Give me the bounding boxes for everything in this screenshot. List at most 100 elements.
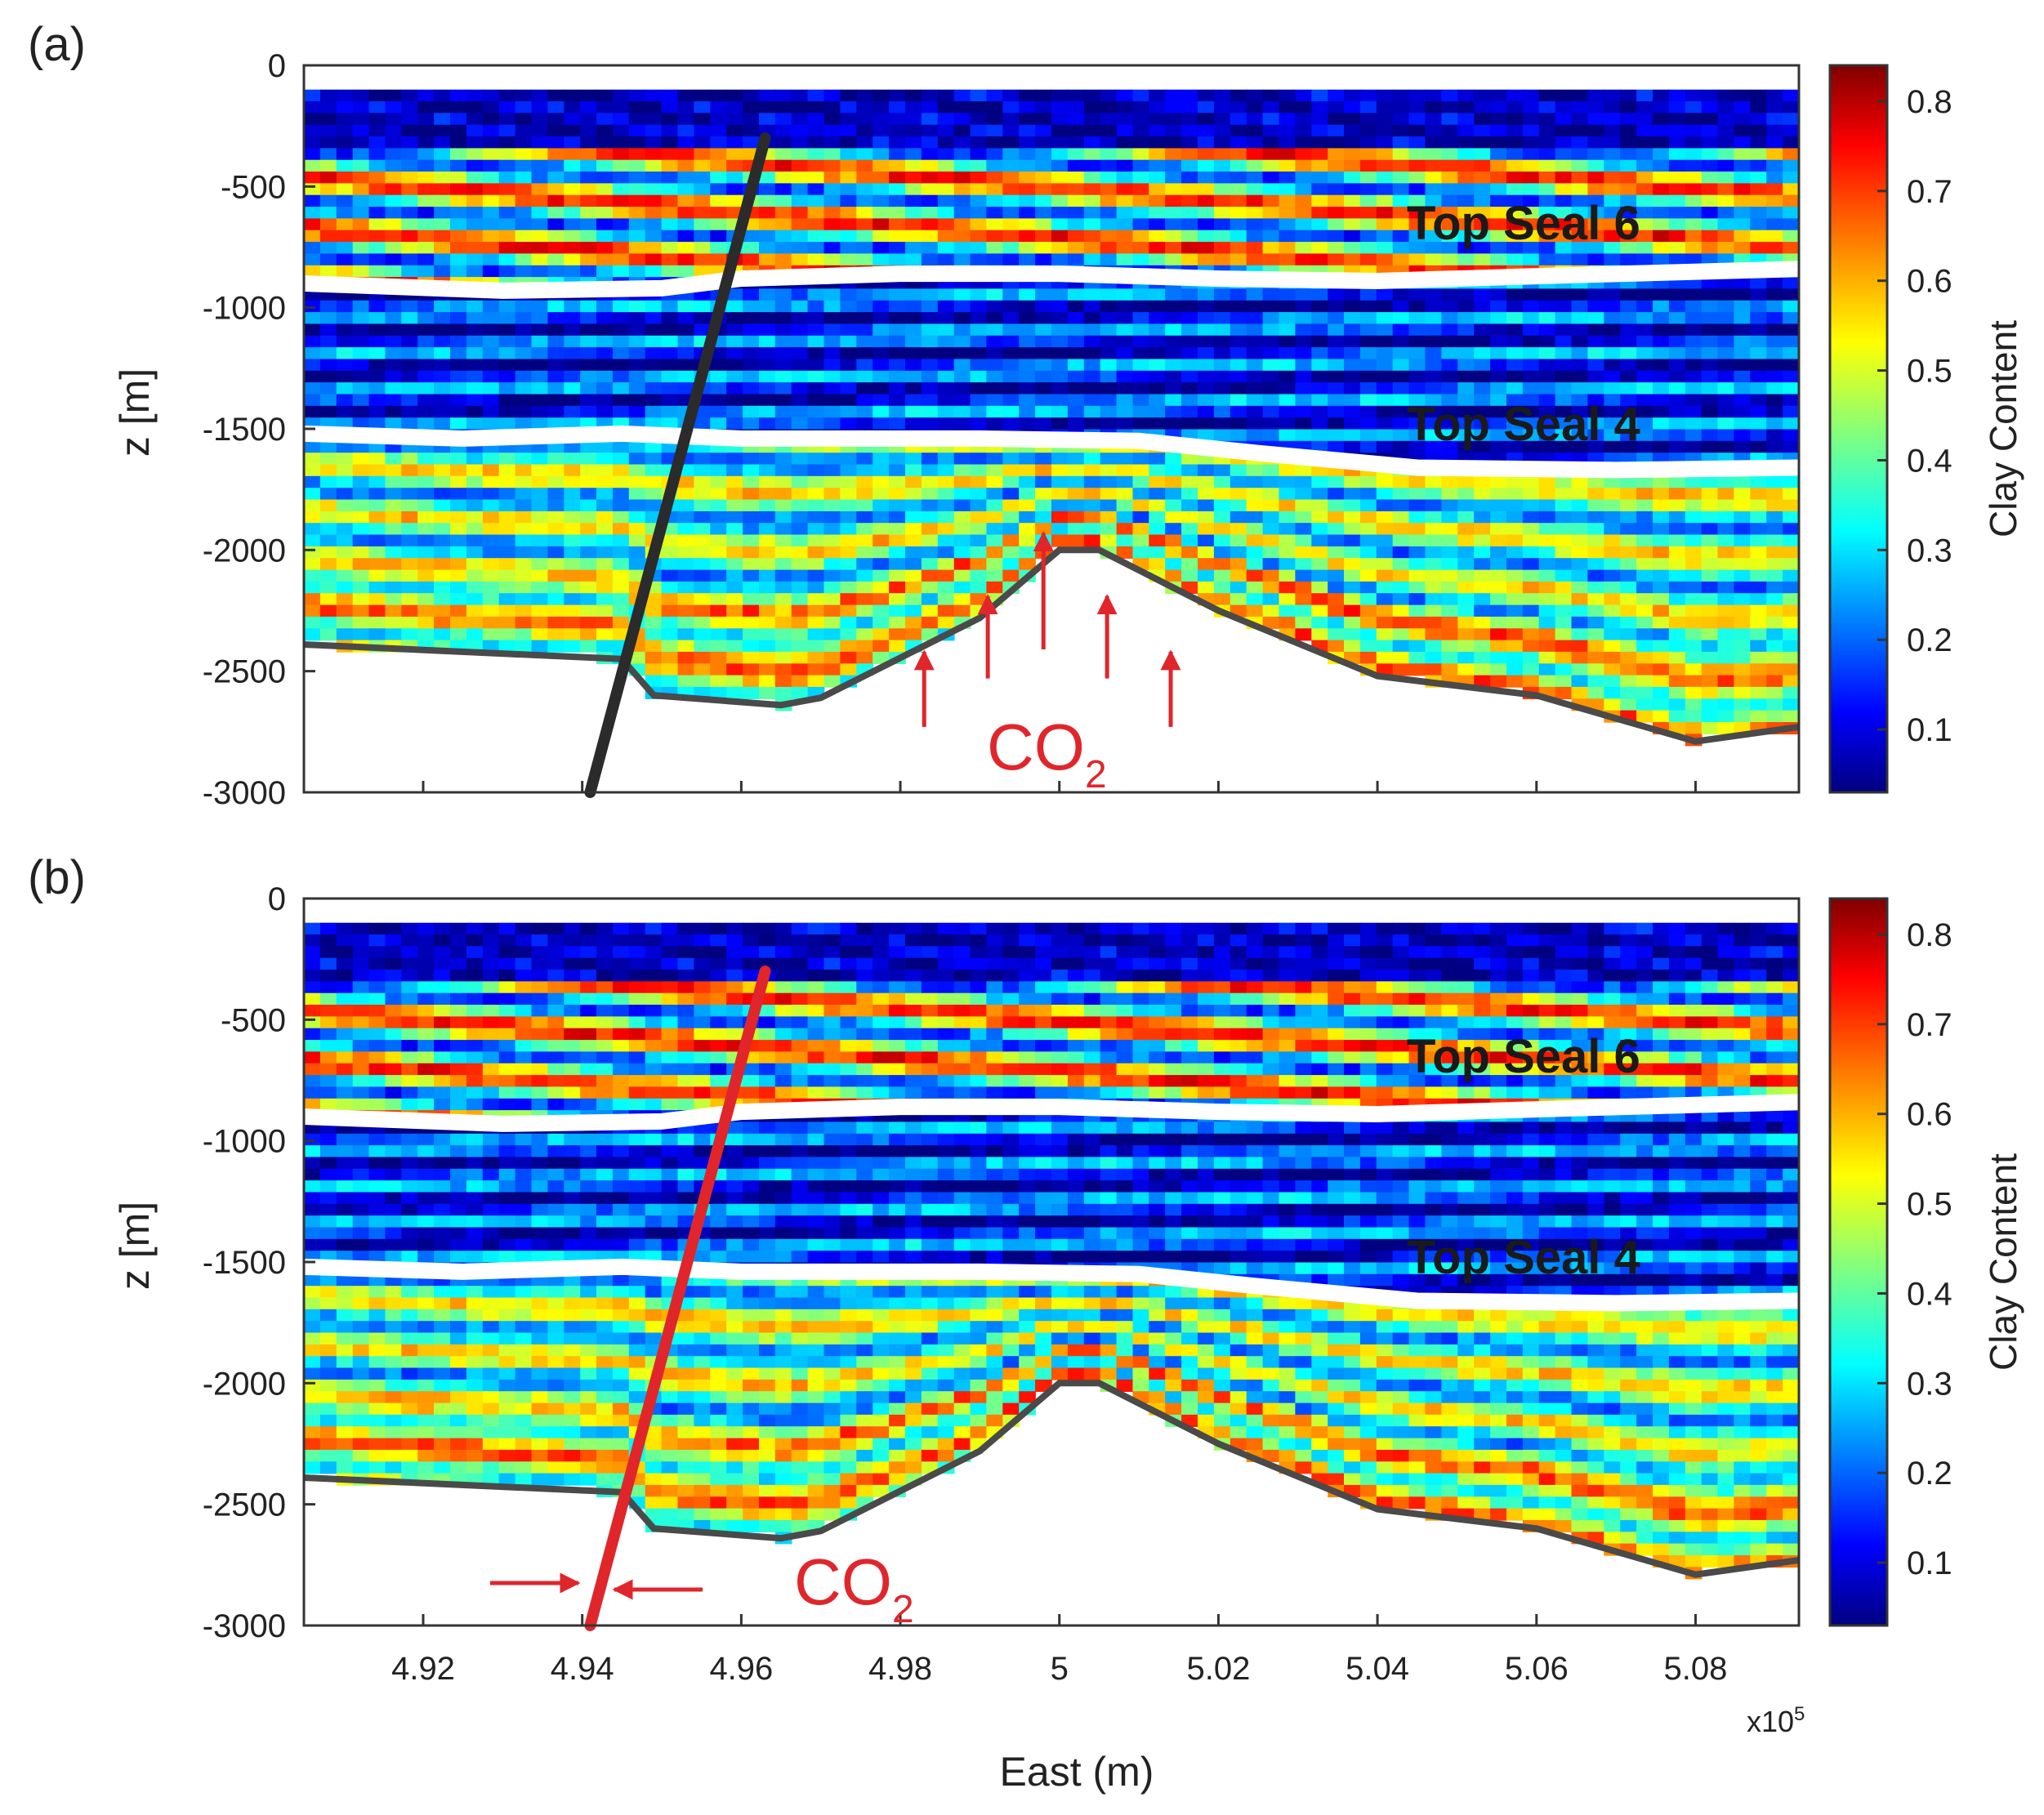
clay-cell	[840, 172, 857, 184]
clay-cell	[417, 546, 435, 559]
clay-cell	[1555, 663, 1573, 676]
clay-cell	[1149, 382, 1166, 395]
clay-cell	[337, 582, 354, 594]
clay-cell	[1587, 323, 1604, 336]
clay-cell	[1426, 558, 1443, 570]
clay-cell	[1572, 593, 1589, 605]
clay-cell	[954, 582, 971, 594]
clay-cell	[645, 640, 663, 653]
clay-cell	[547, 218, 565, 230]
clay-cell	[515, 230, 533, 243]
clay-cell	[1669, 535, 1686, 547]
clay-cell	[1328, 476, 1345, 488]
clay-cell	[1523, 676, 1540, 688]
clay-cell	[580, 582, 597, 594]
clay-cell	[1474, 136, 1491, 149]
clay-cell	[532, 336, 549, 348]
clay-cell	[694, 195, 711, 207]
clay-cell	[1393, 371, 1410, 383]
clay-cell	[1344, 312, 1361, 324]
clay-cell	[775, 640, 792, 653]
clay-cell	[986, 323, 1003, 336]
clay-cell	[1539, 90, 1556, 102]
clay-cell	[417, 1239, 435, 1251]
clay-cell	[417, 500, 435, 512]
clay-cell	[434, 230, 451, 243]
clay-cell	[1019, 382, 1036, 395]
clay-cell	[1149, 465, 1166, 477]
clay-cell	[1474, 183, 1491, 195]
clay-cell	[694, 465, 711, 477]
clay-cell	[1279, 570, 1296, 582]
clay-cell	[580, 113, 597, 125]
clay-cell	[1702, 359, 1719, 372]
clay-cell	[1230, 218, 1247, 230]
clay-cell	[1393, 113, 1410, 125]
clay-cell	[808, 125, 825, 137]
clay-cell	[1490, 160, 1507, 172]
clay-cell	[694, 453, 711, 465]
clay-cell	[824, 535, 841, 547]
clay-cell	[369, 546, 386, 559]
clay-cell	[856, 347, 873, 359]
clay-cell	[1165, 570, 1182, 582]
clay-cell	[320, 1086, 337, 1099]
clay-cell	[905, 336, 922, 348]
clay-cell	[417, 90, 435, 102]
clay-cell	[1653, 711, 1670, 723]
clay-cell	[337, 90, 354, 102]
clay-cell	[1702, 323, 1719, 336]
clay-cell	[369, 172, 386, 184]
clay-cell	[320, 183, 337, 195]
clay-cell	[726, 406, 743, 418]
clay-cell	[564, 511, 581, 524]
clay-cell	[1181, 148, 1198, 160]
clay-cell	[304, 570, 321, 582]
clay-cell	[1426, 500, 1443, 512]
clay-cell	[1165, 558, 1182, 570]
clay-cell	[1002, 160, 1020, 172]
clay-cell	[971, 593, 988, 605]
clay-cell	[564, 570, 581, 582]
clay-cell	[775, 359, 792, 372]
clay-cell	[678, 90, 695, 102]
clay-cell	[1750, 488, 1767, 500]
clay-cell	[466, 195, 484, 207]
clay-cell	[1766, 593, 1783, 605]
clay-cell	[1506, 301, 1524, 313]
clay-cell	[337, 1450, 354, 1462]
clay-cell	[1214, 500, 1231, 512]
clay-cell	[938, 160, 955, 172]
clay-cell	[401, 1075, 418, 1087]
clay-cell	[1295, 195, 1312, 207]
clay-cell	[386, 1040, 403, 1052]
clay-cell	[613, 312, 630, 324]
clay-cell	[1702, 406, 1719, 418]
clay-cell	[417, 1391, 435, 1403]
clay-cell	[434, 1309, 451, 1322]
clay-cell	[1133, 195, 1150, 207]
clay-cell	[1636, 500, 1653, 512]
clay-cell	[1457, 652, 1475, 664]
clay-cell	[971, 535, 988, 547]
clay-cell	[401, 1051, 418, 1064]
clay-cell	[856, 160, 873, 172]
clay-cell	[1685, 382, 1703, 395]
clay-cell	[353, 993, 370, 1006]
clay-cell	[710, 125, 727, 137]
clay-cell	[840, 288, 857, 301]
clay-cell	[1230, 195, 1247, 207]
clay-cell	[629, 301, 646, 313]
clay-cell	[320, 453, 337, 465]
clay-cell	[840, 511, 857, 524]
clay-cell	[466, 312, 484, 324]
clay-cell	[1702, 195, 1719, 207]
clay-cell	[1051, 90, 1069, 102]
clay-cell	[450, 148, 467, 160]
clay-cell	[1490, 476, 1507, 488]
clay-cell	[743, 582, 760, 594]
clay-cell	[1117, 312, 1134, 324]
clay-cell	[1604, 253, 1621, 265]
clay-cell	[1572, 605, 1589, 618]
clay-cell	[1636, 676, 1653, 688]
